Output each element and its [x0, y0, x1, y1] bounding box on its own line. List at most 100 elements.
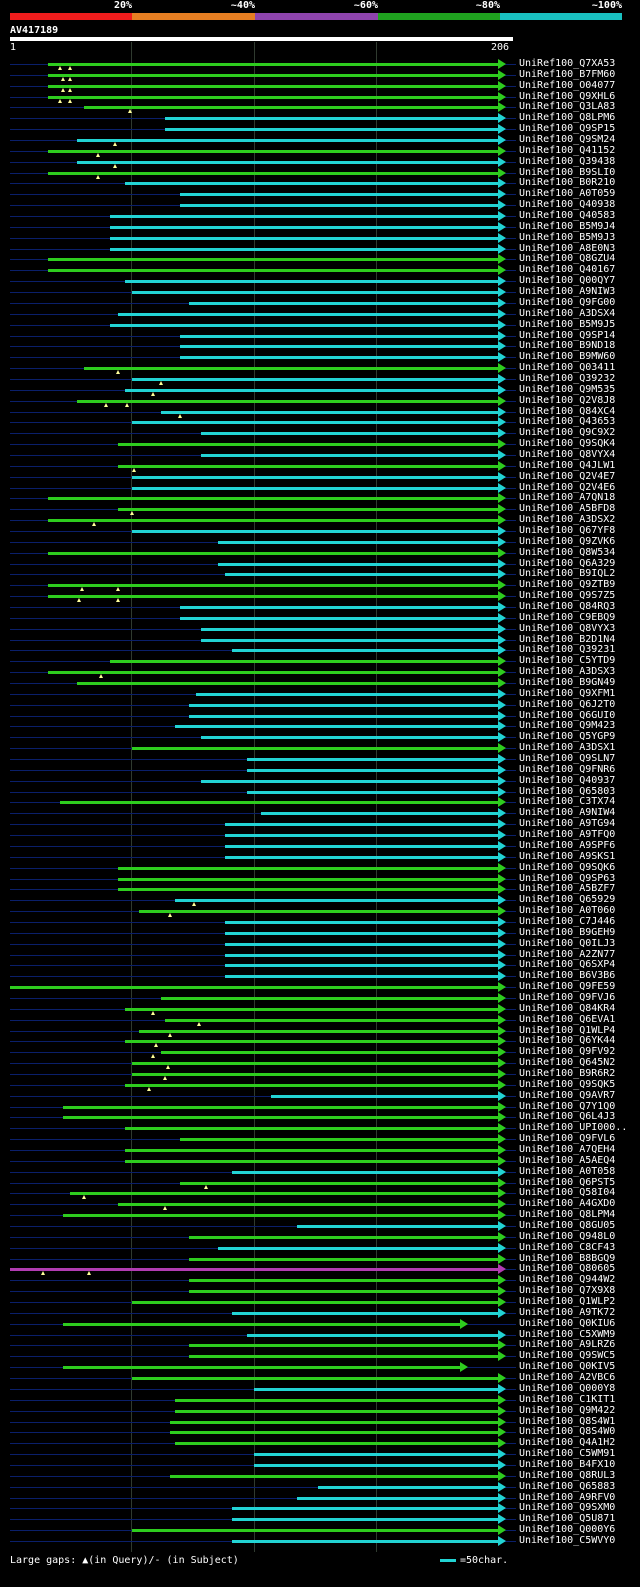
hit-label[interactable]: UniRef100_O04077 — [519, 80, 616, 91]
hit-label[interactable]: UniRef100_Q8LPM4 — [519, 1209, 616, 1220]
hit-label[interactable]: UniRef100_Q9FV92 — [519, 1046, 616, 1057]
hit-label[interactable]: UniRef100_C8CF43 — [519, 1242, 616, 1253]
hit-label[interactable]: UniRef100_Q6YK44 — [519, 1035, 616, 1046]
hit-label[interactable]: UniRef100_Q40167 — [519, 264, 616, 275]
hit-label[interactable]: UniRef100_Q7XA53 — [519, 58, 616, 69]
hit-alignment-bar[interactable] — [117, 443, 500, 446]
hit-label[interactable]: UniRef100_Q39231 — [519, 644, 616, 655]
hit-alignment-bar[interactable] — [174, 1442, 500, 1445]
hit-label[interactable]: UniRef100_B7FM60 — [519, 69, 616, 80]
hit-alignment-bar[interactable] — [48, 584, 500, 587]
hit-alignment-bar[interactable] — [62, 1366, 462, 1369]
hit-label[interactable]: UniRef100_Q8S4W0 — [519, 1426, 616, 1437]
hit-alignment-bar[interactable] — [246, 791, 500, 794]
hit-alignment-bar[interactable] — [246, 769, 500, 772]
hit-label[interactable]: UniRef100_B9GEH9 — [519, 927, 616, 938]
hit-label[interactable]: UniRef100_C1KIT1 — [519, 1394, 616, 1405]
hit-label[interactable]: UniRef100_Q6EVA1 — [519, 1014, 616, 1025]
hit-alignment-bar[interactable] — [131, 476, 500, 479]
hit-label[interactable]: UniRef100_A9LRZ6 — [519, 1339, 616, 1350]
hit-alignment-bar[interactable] — [165, 1019, 500, 1022]
hit-alignment-bar[interactable] — [179, 606, 500, 609]
hit-label[interactable]: UniRef100_Q8W534 — [519, 547, 616, 558]
hit-alignment-bar[interactable] — [62, 1214, 500, 1217]
hit-label[interactable]: UniRef100_A5BZF7 — [519, 883, 616, 894]
hit-alignment-bar[interactable] — [318, 1486, 500, 1489]
hit-label[interactable]: UniRef100_Q9M422 — [519, 1405, 616, 1416]
hit-alignment-bar[interactable] — [160, 411, 500, 414]
hit-alignment-bar[interactable] — [189, 1258, 500, 1261]
hit-label[interactable]: UniRef100_Q6A329 — [519, 558, 616, 569]
hit-alignment-bar[interactable] — [48, 258, 500, 261]
hit-label[interactable]: UniRef100_C5XWM9 — [519, 1329, 616, 1340]
hit-alignment-bar[interactable] — [160, 1051, 500, 1054]
hit-label[interactable]: UniRef100_A7QN18 — [519, 492, 616, 503]
hit-alignment-bar[interactable] — [131, 1529, 500, 1532]
hit-label[interactable]: UniRef100_A9RFV0 — [519, 1492, 616, 1503]
hit-alignment-bar[interactable] — [110, 324, 500, 327]
hit-alignment-bar[interactable] — [117, 878, 500, 881]
hit-alignment-bar[interactable] — [189, 1344, 500, 1347]
hit-label[interactable]: UniRef100_B9IQL2 — [519, 568, 616, 579]
hit-alignment-bar[interactable] — [48, 497, 500, 500]
hit-alignment-bar[interactable] — [217, 1247, 500, 1250]
hit-alignment-bar[interactable] — [253, 1388, 500, 1391]
hit-alignment-bar[interactable] — [48, 172, 500, 175]
hit-alignment-bar[interactable] — [225, 834, 500, 837]
hit-alignment-bar[interactable] — [232, 1171, 500, 1174]
hit-alignment-bar[interactable] — [124, 1008, 500, 1011]
hit-alignment-bar[interactable] — [170, 1475, 500, 1478]
hit-label[interactable]: UniRef100_C9EBQ9 — [519, 612, 616, 623]
hit-label[interactable]: UniRef100_Q9C9X2 — [519, 427, 616, 438]
hit-alignment-bar[interactable] — [62, 1323, 462, 1326]
hit-alignment-bar[interactable] — [232, 1507, 500, 1510]
hit-alignment-bar[interactable] — [201, 780, 500, 783]
hit-label[interactable]: UniRef100_A9SKS1 — [519, 851, 616, 862]
hit-alignment-bar[interactable] — [225, 932, 500, 935]
hit-label[interactable]: UniRef100_B4FX10 — [519, 1459, 616, 1470]
hit-label[interactable]: UniRef100_Q9SP14 — [519, 330, 616, 341]
hit-alignment-bar[interactable] — [117, 313, 500, 316]
hit-label[interactable]: UniRef100_Q65803 — [519, 786, 616, 797]
hit-label[interactable]: UniRef100_B5M9J3 — [519, 232, 616, 243]
hit-label[interactable]: UniRef100_Q8GU05 — [519, 1220, 616, 1231]
hit-label[interactable]: UniRef100_Q40938 — [519, 199, 616, 210]
hit-alignment-bar[interactable] — [232, 1540, 500, 1543]
hit-label[interactable]: UniRef100_Q6SXP4 — [519, 959, 616, 970]
hit-label[interactable]: UniRef100_A9NIW4 — [519, 807, 616, 818]
hit-alignment-bar[interactable] — [189, 715, 500, 718]
hit-alignment-bar[interactable] — [48, 96, 500, 99]
hit-label[interactable]: UniRef100_Q41152 — [519, 145, 616, 156]
hit-label[interactable]: UniRef100_Q58I04 — [519, 1187, 616, 1198]
hit-alignment-bar[interactable] — [189, 1290, 500, 1293]
hit-label[interactable]: UniRef100_A3DSX4 — [519, 308, 616, 319]
hit-alignment-bar[interactable] — [48, 63, 500, 66]
hit-label[interactable]: UniRef100_Q2V4E7 — [519, 471, 616, 482]
hit-alignment-bar[interactable] — [76, 139, 500, 142]
hit-alignment-bar[interactable] — [174, 899, 500, 902]
hit-label[interactable]: UniRef100_A3DSX3 — [519, 666, 616, 677]
hit-alignment-bar[interactable] — [179, 617, 500, 620]
hit-label[interactable]: UniRef100_Q6GUI0 — [519, 710, 616, 721]
hit-label[interactable]: UniRef100_A0T058 — [519, 1166, 616, 1177]
hit-label[interactable]: UniRef100_Q00QY7 — [519, 275, 616, 286]
hit-alignment-bar[interactable] — [225, 823, 500, 826]
hit-label[interactable]: UniRef100_Q5U871 — [519, 1513, 616, 1524]
hit-label[interactable]: UniRef100_Q944W2 — [519, 1274, 616, 1285]
hit-label[interactable]: UniRef100_Q39232 — [519, 373, 616, 384]
hit-alignment-bar[interactable] — [117, 867, 500, 870]
hit-alignment-bar[interactable] — [48, 552, 500, 555]
hit-label[interactable]: UniRef100_C5WVY0 — [519, 1535, 616, 1546]
hit-alignment-bar[interactable] — [201, 454, 500, 457]
hit-alignment-bar[interactable] — [124, 1084, 500, 1087]
hit-alignment-bar[interactable] — [270, 1095, 500, 1098]
hit-alignment-bar[interactable] — [170, 1431, 500, 1434]
hit-label[interactable]: UniRef100_Q9FG00 — [519, 297, 616, 308]
hit-label[interactable]: UniRef100_C5WM91 — [519, 1448, 616, 1459]
hit-alignment-bar[interactable] — [296, 1497, 500, 1500]
hit-alignment-bar[interactable] — [131, 1377, 500, 1380]
hit-label[interactable]: UniRef100_A8E0N3 — [519, 243, 616, 254]
hit-alignment-bar[interactable] — [10, 986, 500, 989]
hit-alignment-bar[interactable] — [225, 954, 500, 957]
hit-label[interactable]: UniRef100_Q9XFM1 — [519, 688, 616, 699]
